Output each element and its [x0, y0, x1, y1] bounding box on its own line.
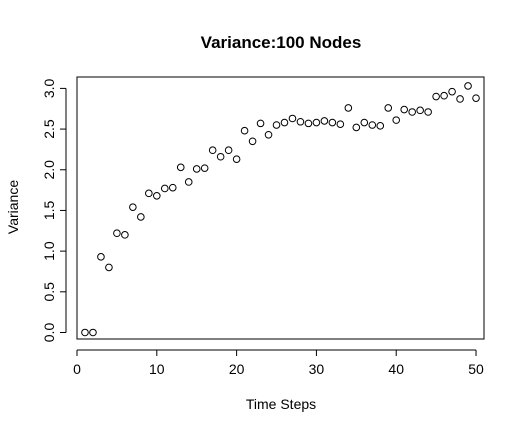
data-point — [113, 229, 121, 238]
y-axis: 0.0 0.5 1.0 1.5 2.0 2.5 3.0 — [41, 78, 67, 343]
data-point — [384, 104, 393, 112]
data-point — [153, 191, 161, 200]
data-point — [224, 146, 233, 155]
data-point — [352, 123, 361, 132]
data-point — [360, 118, 369, 127]
data-point — [184, 178, 193, 186]
x-tick-label: 30 — [309, 361, 325, 377]
data-point — [105, 263, 113, 272]
data-point — [256, 119, 265, 128]
data-point — [440, 91, 448, 100]
data-point — [344, 104, 353, 112]
y-tick-label: 1.0 — [41, 241, 57, 261]
y-tick-label: 2.0 — [41, 160, 57, 180]
data-point — [192, 165, 201, 173]
y-tick-label: 3.0 — [41, 78, 57, 98]
data-point — [304, 119, 313, 128]
x-tick-label: 50 — [468, 361, 484, 377]
data-point — [464, 82, 472, 90]
data-point — [272, 121, 281, 129]
data-point — [336, 120, 345, 128]
chart-title: Variance:100 Nodes — [201, 33, 362, 52]
data-point — [424, 108, 432, 116]
data-point — [248, 137, 257, 146]
data-point — [176, 163, 185, 172]
data-point — [368, 121, 377, 129]
x-tick-label: 0 — [73, 361, 81, 377]
data-point — [81, 328, 89, 337]
x-tick-label: 20 — [229, 361, 245, 377]
plot-frame — [76, 76, 485, 340]
data-points — [81, 82, 480, 337]
data-point — [216, 152, 225, 161]
data-point — [137, 213, 145, 221]
data-point — [145, 189, 153, 198]
data-point — [208, 146, 217, 155]
data-point — [320, 117, 329, 125]
x-axis-label: Time Steps — [246, 396, 316, 412]
x-tick-label: 10 — [149, 361, 165, 377]
x-axis: 0 10 20 30 40 50 — [73, 349, 484, 377]
y-tick-label: 1.5 — [41, 200, 57, 220]
data-point — [280, 118, 289, 127]
data-point — [288, 114, 297, 123]
data-point — [296, 117, 305, 126]
data-point — [232, 155, 241, 163]
data-point — [416, 106, 424, 115]
data-point — [264, 130, 273, 139]
data-point — [392, 116, 401, 124]
data-point — [432, 92, 440, 101]
y-axis-label: Variance — [5, 180, 21, 234]
data-point — [408, 108, 416, 116]
data-point — [89, 328, 97, 337]
data-point — [240, 126, 249, 135]
data-point — [97, 253, 105, 261]
data-point — [168, 183, 177, 192]
data-point — [376, 122, 385, 130]
data-point — [456, 95, 464, 103]
data-point — [160, 184, 169, 193]
data-point — [312, 118, 321, 127]
y-tick-label: 2.5 — [41, 119, 57, 139]
x-tick-label: 40 — [388, 361, 404, 377]
data-point — [448, 87, 456, 96]
data-point — [129, 203, 137, 211]
data-point — [328, 118, 337, 127]
data-point — [200, 164, 209, 172]
data-point — [472, 94, 480, 102]
data-point — [121, 231, 129, 239]
data-point — [400, 105, 408, 114]
y-tick-label: 0.5 — [41, 282, 57, 302]
y-tick-label: 0.0 — [41, 323, 57, 343]
